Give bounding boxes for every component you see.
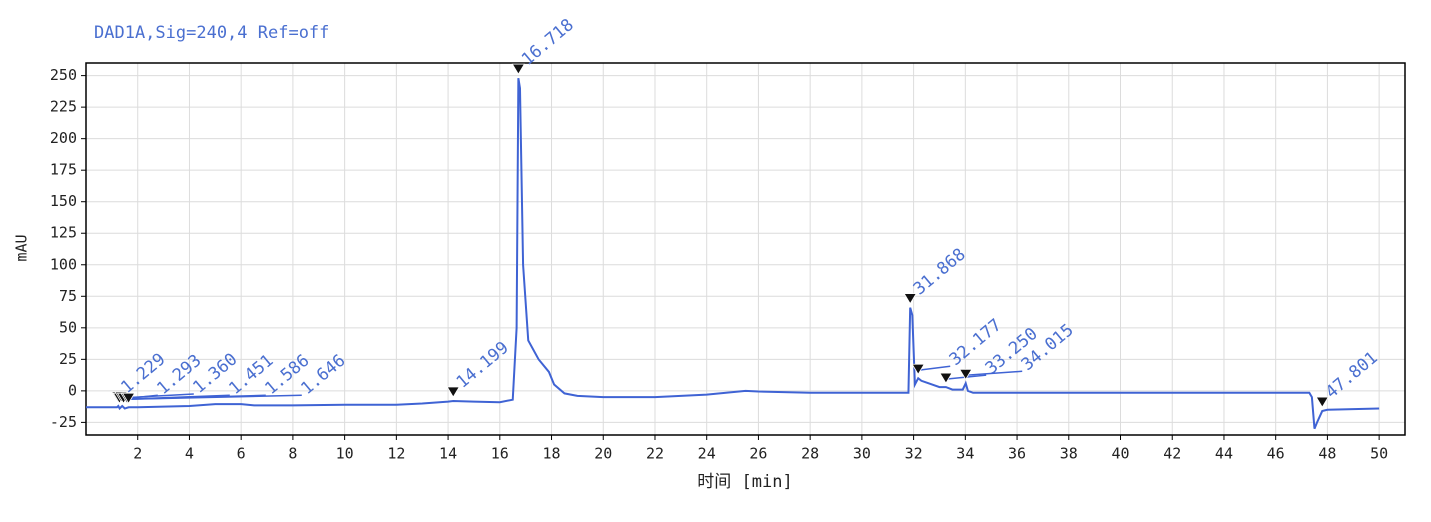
- x-tick-label: 18: [542, 445, 560, 463]
- peak-marker: [911, 363, 925, 376]
- x-tick-label: 6: [237, 445, 246, 463]
- peak-leader: [918, 365, 951, 371]
- x-tick-label: 34: [956, 445, 974, 463]
- x-tick-label: 50: [1370, 445, 1388, 463]
- peak-marker: [446, 386, 460, 398]
- x-tick-label: 44: [1215, 445, 1233, 463]
- peak-label: 31.868: [910, 244, 970, 299]
- x-tick-label: 14: [439, 445, 457, 463]
- plot-frame: [85, 62, 1406, 436]
- x-tick-label: 26: [749, 445, 767, 463]
- peak-label: 16.718: [518, 15, 578, 70]
- y-tick-label: -25: [50, 413, 77, 431]
- y-tick-label: 125: [50, 224, 77, 242]
- peak-marker: [1315, 396, 1329, 408]
- peak-label: 14.199: [453, 338, 513, 393]
- x-tick-label: 40: [1111, 445, 1129, 463]
- y-tick-label: 225: [50, 98, 77, 116]
- x-tick-label: 36: [1008, 445, 1026, 463]
- y-tick-label: 0: [68, 381, 77, 399]
- y-tick-label: 75: [59, 287, 77, 305]
- x-axis-label: 时间 [min]: [697, 472, 792, 492]
- peak-marker: [121, 392, 136, 405]
- x-tick-label: 32: [905, 445, 923, 463]
- y-tick-label: 175: [50, 161, 77, 179]
- y-axis-label: mAU: [13, 234, 31, 261]
- x-tick-label: 4: [185, 445, 194, 463]
- y-tick-label: 250: [50, 66, 77, 84]
- peak-marker: [511, 63, 526, 75]
- x-tick-label: 10: [336, 445, 354, 463]
- x-tick-label: 12: [387, 445, 405, 463]
- x-tick-label: 16: [491, 445, 509, 463]
- y-tick-label: 25: [59, 350, 77, 368]
- y-tick-label: 100: [50, 255, 77, 273]
- y-tick-label: 150: [50, 192, 77, 210]
- y-tick-label: 200: [50, 129, 77, 147]
- x-tick-label: 28: [801, 445, 819, 463]
- peak-leader: [121, 393, 194, 399]
- peak-leader: [128, 394, 302, 401]
- y-tick-label: 50: [59, 318, 77, 336]
- peak-label: 47.801: [1322, 348, 1382, 403]
- peak-leader: [965, 370, 1023, 377]
- signal-trace: [86, 77, 1380, 430]
- peak-marker: [959, 368, 973, 381]
- x-tick-label: 22: [646, 445, 664, 463]
- x-tick-label: 30: [853, 445, 871, 463]
- x-tick-label: 24: [698, 445, 716, 463]
- x-tick-label: 8: [288, 445, 297, 463]
- x-tick-label: 42: [1163, 445, 1181, 463]
- x-tick-label: 2: [133, 445, 142, 463]
- peak-marker: [903, 293, 917, 305]
- x-tick-label: 38: [1060, 445, 1078, 463]
- x-tick-label: 20: [594, 445, 612, 463]
- chart-title: DAD1A,Sig=240,4 Ref=off: [94, 23, 329, 43]
- x-tick-label: 48: [1318, 445, 1336, 463]
- x-tick-label: 46: [1267, 445, 1285, 463]
- peak-marker: [939, 372, 953, 384]
